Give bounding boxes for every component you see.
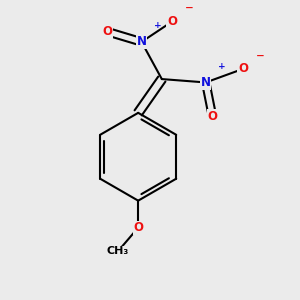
Text: O: O [167, 15, 177, 28]
Text: +: + [154, 21, 162, 30]
Text: O: O [133, 221, 143, 234]
Text: −: − [255, 50, 264, 60]
Text: O: O [238, 62, 248, 75]
Text: +: + [218, 62, 226, 71]
Text: O: O [103, 25, 113, 38]
Text: CH₃: CH₃ [107, 246, 129, 256]
Text: −: − [184, 3, 193, 13]
Text: N: N [136, 35, 147, 48]
Text: O: O [208, 110, 218, 123]
Text: N: N [201, 76, 211, 89]
